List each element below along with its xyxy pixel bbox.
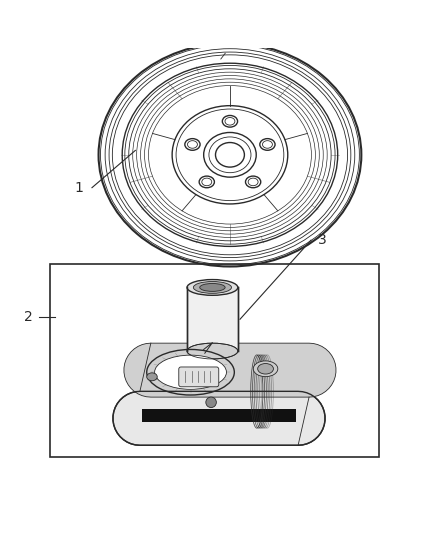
- Ellipse shape: [258, 364, 273, 374]
- FancyBboxPatch shape: [179, 367, 219, 387]
- Ellipse shape: [215, 142, 244, 167]
- Polygon shape: [132, 422, 315, 444]
- Ellipse shape: [187, 279, 238, 295]
- Ellipse shape: [204, 133, 256, 177]
- Ellipse shape: [209, 137, 251, 173]
- Text: 1: 1: [74, 181, 83, 195]
- Polygon shape: [113, 391, 325, 445]
- Ellipse shape: [200, 284, 225, 292]
- Ellipse shape: [185, 139, 200, 150]
- Bar: [187, 287, 238, 351]
- Ellipse shape: [147, 373, 157, 381]
- Ellipse shape: [253, 361, 278, 377]
- Ellipse shape: [260, 139, 275, 150]
- Ellipse shape: [122, 63, 338, 246]
- Ellipse shape: [155, 355, 226, 389]
- Text: 3: 3: [318, 233, 326, 247]
- Bar: [142, 409, 296, 422]
- Ellipse shape: [199, 176, 214, 188]
- Ellipse shape: [246, 176, 261, 188]
- Text: 2: 2: [24, 310, 33, 324]
- Ellipse shape: [187, 343, 238, 359]
- Bar: [50, 264, 379, 457]
- Ellipse shape: [193, 281, 231, 293]
- Polygon shape: [124, 343, 336, 397]
- Ellipse shape: [223, 116, 237, 127]
- Ellipse shape: [206, 397, 216, 408]
